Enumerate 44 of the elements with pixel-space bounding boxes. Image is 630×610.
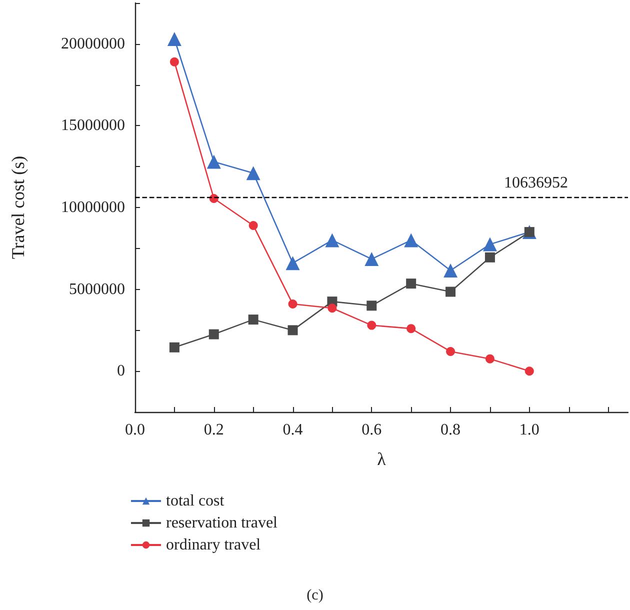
point: [367, 320, 376, 330]
point: [169, 342, 180, 352]
point: [167, 32, 182, 46]
y-axis-title: Travel cost (s): [8, 156, 28, 260]
y-tick-label: 5000000: [69, 280, 125, 298]
legend-label: reservation travel: [166, 514, 278, 532]
point: [246, 166, 260, 180]
point: [208, 329, 219, 340]
ref-line-label: 10636952: [504, 174, 568, 192]
x-axis-title: λ: [377, 449, 386, 469]
point: [328, 304, 337, 313]
point: [170, 57, 179, 66]
x-tick-label: 0.6: [362, 422, 382, 438]
x-tick-label: 0.4: [282, 422, 303, 438]
y-tick-label: 15000000: [61, 117, 125, 134]
point: [446, 286, 456, 297]
x-tick-label: 1.0: [519, 422, 540, 438]
x-tick-label: 0.8: [440, 422, 461, 438]
point: [446, 346, 456, 356]
point: [524, 366, 534, 376]
legend-label: total cost: [166, 492, 225, 510]
point: [248, 221, 258, 230]
y-tick-label: 10000000: [61, 199, 125, 216]
point: [288, 325, 298, 336]
y-tick-label: 0: [117, 362, 125, 380]
point: [248, 314, 258, 325]
point: [288, 300, 298, 309]
point: [364, 252, 379, 266]
point: [484, 252, 495, 262]
point: [482, 237, 497, 252]
point: [485, 354, 494, 364]
point: [406, 278, 416, 289]
point: [286, 256, 300, 270]
y-tick-label: 20000000: [61, 35, 125, 52]
point: [404, 233, 418, 248]
point: [206, 154, 221, 169]
point: [444, 263, 458, 278]
text: (c): [306, 588, 324, 604]
point: [366, 300, 377, 311]
x-tick-label: 0.0: [125, 422, 145, 438]
point: [406, 324, 416, 334]
legend-label: ordinary travel: [166, 536, 262, 554]
point: [325, 233, 340, 248]
x-tick-label: 0.2: [204, 422, 224, 438]
